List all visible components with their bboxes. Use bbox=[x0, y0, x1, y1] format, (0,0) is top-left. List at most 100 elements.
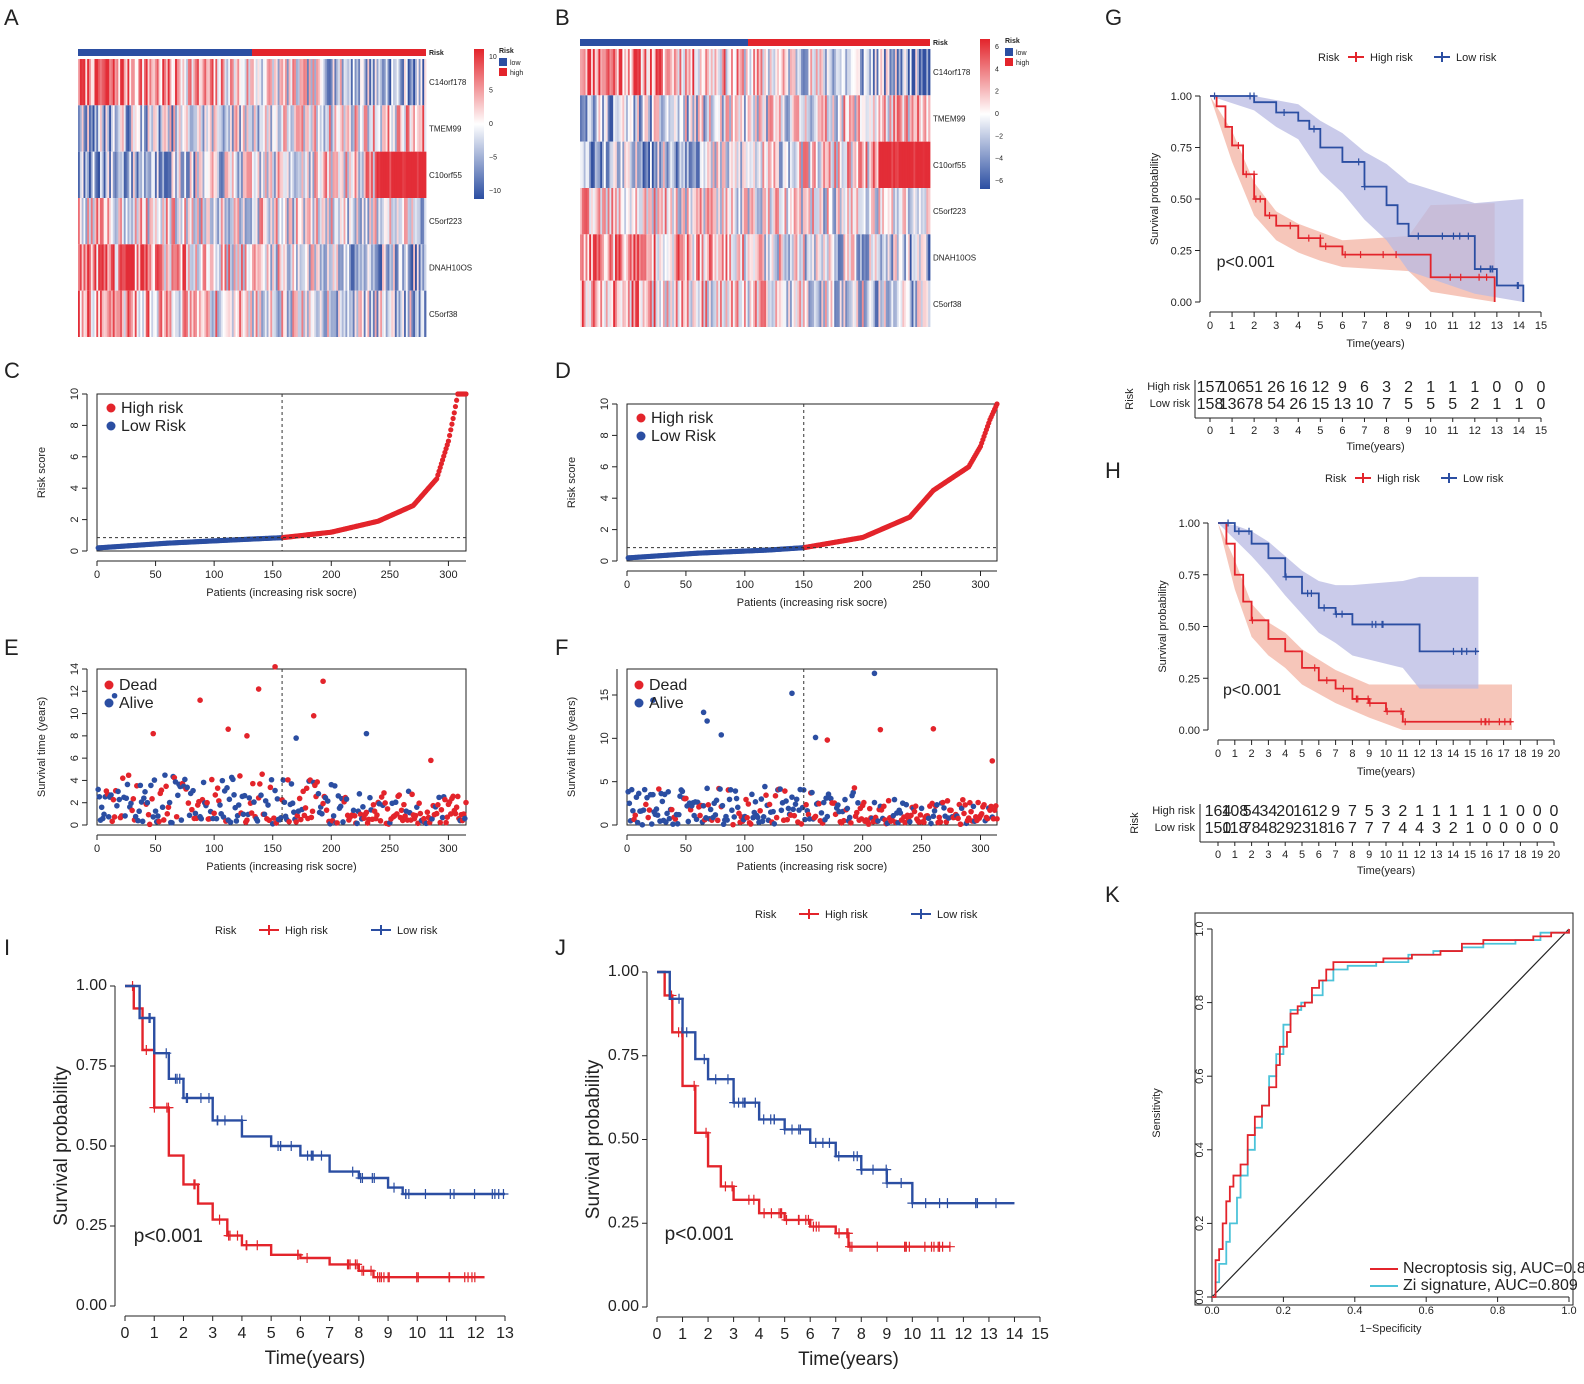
censor-mark bbox=[1352, 695, 1360, 703]
heatmap-cell bbox=[672, 280, 675, 327]
heatmap-cell bbox=[281, 290, 284, 337]
status-point bbox=[793, 796, 800, 803]
heatmap-cell bbox=[771, 234, 774, 281]
heatmap-cell bbox=[131, 198, 134, 245]
censor-mark bbox=[1364, 695, 1372, 703]
heatmap-cell bbox=[241, 151, 244, 198]
heatmap-cell bbox=[314, 198, 317, 245]
heatmap-cell bbox=[596, 234, 599, 281]
heatmap-cell bbox=[696, 141, 699, 188]
heatmap-cell bbox=[259, 59, 262, 106]
heatmap-cell bbox=[624, 95, 627, 142]
heatmap-cell bbox=[742, 188, 745, 235]
status-point bbox=[394, 811, 400, 817]
heatmap-cell bbox=[786, 188, 789, 235]
heatmap-cell bbox=[164, 151, 167, 198]
heatmap-cell bbox=[255, 198, 258, 245]
heatmap-cell bbox=[112, 198, 116, 245]
heatmap-cell bbox=[580, 141, 583, 188]
risk-point bbox=[449, 421, 455, 427]
heatmap-cell bbox=[611, 95, 614, 142]
heatmap-cell bbox=[657, 280, 660, 327]
censor-mark bbox=[1401, 718, 1409, 726]
heatmap-cell bbox=[821, 280, 824, 327]
status-point bbox=[937, 819, 944, 825]
heatmap-cell bbox=[867, 188, 870, 235]
heatmap-cell bbox=[248, 59, 251, 106]
heatmap-cell bbox=[418, 151, 421, 198]
heatmap-cell bbox=[797, 234, 800, 281]
heatmap-cell bbox=[644, 49, 647, 96]
status-point bbox=[762, 783, 768, 790]
heatmap-cell bbox=[292, 244, 295, 291]
heatmap-cell bbox=[317, 290, 321, 337]
heatmap-cell bbox=[637, 280, 640, 327]
status-point bbox=[109, 818, 116, 825]
status-point bbox=[630, 807, 636, 814]
heatmap-cell bbox=[653, 49, 656, 96]
heatmap-cell bbox=[734, 49, 737, 96]
heatmap-cell bbox=[861, 141, 865, 188]
heatmap-cell bbox=[685, 234, 688, 281]
heatmap-cell bbox=[891, 280, 894, 327]
heatmap-cell bbox=[121, 151, 125, 198]
heatmap-cell bbox=[253, 105, 257, 152]
y-tick-label: 0 bbox=[599, 558, 611, 564]
x-tick-label: 3 bbox=[729, 1326, 738, 1343]
heatmap-cell bbox=[323, 151, 326, 198]
status-point bbox=[293, 735, 299, 741]
heatmap-cell bbox=[629, 95, 632, 142]
heatmap-cell bbox=[99, 198, 103, 245]
heatmap-cell bbox=[85, 244, 88, 291]
heatmap-cell bbox=[198, 59, 202, 106]
heatmap-cell bbox=[220, 244, 224, 291]
status-point bbox=[211, 810, 217, 817]
heatmap-cell bbox=[356, 244, 359, 291]
heatmap-cell bbox=[891, 95, 894, 142]
status-point bbox=[791, 812, 798, 819]
heatmap-cell bbox=[184, 198, 187, 245]
status-point bbox=[246, 795, 253, 801]
heatmap-cell bbox=[142, 244, 145, 291]
status-point bbox=[989, 758, 996, 764]
heatmap-cell bbox=[913, 280, 916, 327]
heatmap-cell bbox=[360, 59, 363, 106]
heatmap-cell bbox=[812, 49, 815, 96]
heatmap-cell bbox=[710, 188, 714, 235]
heatmap-cell bbox=[605, 95, 609, 142]
heatmap-cell bbox=[312, 105, 315, 152]
heatmap-cell bbox=[154, 198, 158, 245]
status-point bbox=[705, 802, 712, 808]
censor-mark bbox=[1246, 92, 1254, 100]
heatmap-cell bbox=[328, 151, 332, 198]
x-tick-label: 0 bbox=[94, 843, 100, 855]
heatmap-cell bbox=[716, 234, 719, 281]
status-point bbox=[991, 807, 998, 813]
heatmap-cell bbox=[165, 198, 169, 245]
heatmap-cell bbox=[694, 234, 697, 281]
heatmap-cell bbox=[885, 280, 889, 327]
heatmap-cell bbox=[143, 290, 147, 337]
heatmap-cell bbox=[112, 244, 116, 291]
heatmap-cell bbox=[810, 188, 813, 235]
risk-point bbox=[447, 432, 453, 439]
censor-mark bbox=[739, 1097, 750, 1108]
heatmap-cell bbox=[371, 290, 374, 337]
heatmap-cell bbox=[393, 151, 396, 198]
heatmap-cell bbox=[169, 198, 172, 245]
table-cell: 34 bbox=[1260, 803, 1278, 820]
heatmap-cell bbox=[592, 188, 596, 235]
heatmap-cell bbox=[755, 234, 758, 281]
table-cell: 5 bbox=[1426, 396, 1435, 413]
censor-marks bbox=[674, 993, 1001, 1209]
heatmap-cell bbox=[422, 59, 425, 106]
censor-mark bbox=[1235, 527, 1243, 535]
heatmap-cell bbox=[233, 105, 236, 152]
heatmap-cell bbox=[788, 280, 791, 327]
heatmap-cell bbox=[367, 244, 370, 291]
heatmap-cell bbox=[314, 105, 317, 152]
heatmap-cell bbox=[836, 49, 839, 96]
heatmap-cell bbox=[118, 151, 121, 198]
heatmap-cell bbox=[720, 49, 723, 96]
heatmap-cell bbox=[257, 198, 260, 245]
